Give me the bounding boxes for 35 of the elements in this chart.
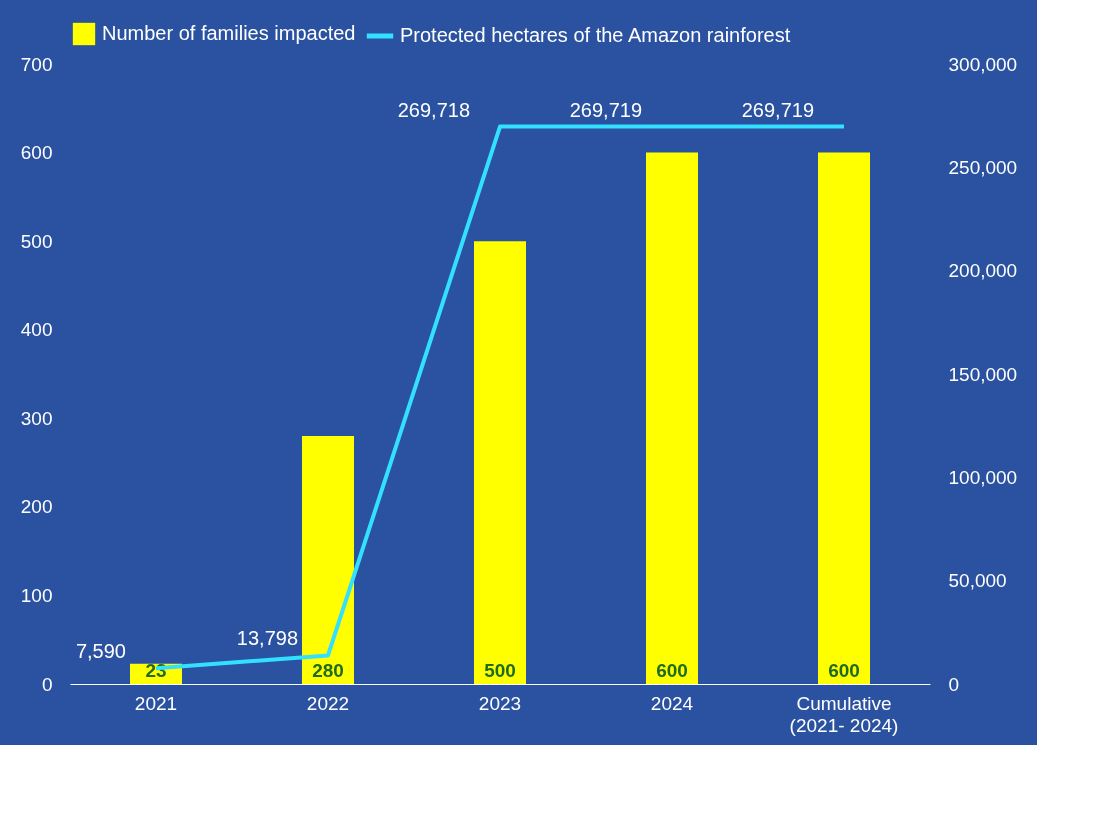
- legend-label: Protected hectares of the Amazon rainforest: [400, 24, 791, 46]
- data-label: 600: [656, 660, 688, 681]
- y-tick-label: 600: [20, 142, 53, 164]
- data-label: 269,719: [569, 98, 642, 121]
- data-label: 280: [312, 660, 344, 681]
- y2-tick-label: 150,000: [948, 363, 1018, 385]
- data-label: 600: [828, 660, 860, 681]
- data-label: 500: [484, 660, 516, 681]
- y2-tick-label: 50,000: [948, 570, 1007, 592]
- y-tick-label: 300: [20, 407, 53, 429]
- x-tick-label: 2023: [478, 692, 522, 714]
- data-label: 7,590: [75, 640, 126, 663]
- x-tick-label: 2021: [134, 692, 178, 714]
- y2-tick-label: 250,000: [948, 156, 1018, 178]
- bar: [646, 152, 698, 684]
- y-tick-label: 400: [20, 319, 53, 341]
- y-tick-label: 200: [20, 496, 53, 518]
- bar: [474, 241, 526, 684]
- y2-tick-label: 100,000: [948, 466, 1018, 488]
- x-tick-label: 2024: [650, 692, 694, 714]
- data-label: 269,718: [397, 98, 470, 121]
- y-tick-label: 500: [20, 230, 53, 252]
- y2-tick-label: 200,000: [948, 260, 1018, 282]
- bar: [818, 152, 870, 684]
- y2-tick-label: 0: [948, 673, 960, 695]
- y2-tick-label: 300,000: [948, 53, 1018, 75]
- legend-label: Number of families impacted: [102, 22, 356, 44]
- x-tick-label: 2022: [306, 692, 350, 714]
- x-tick-label: Cumulative (2021- 2024): [789, 692, 899, 736]
- data-label: 13,798: [236, 627, 298, 650]
- data-label: 269,719: [741, 98, 814, 121]
- y-tick-label: 0: [41, 673, 53, 695]
- bar: [302, 436, 354, 684]
- y-tick-label: 100: [20, 584, 53, 606]
- y-tick-label: 700: [20, 53, 53, 75]
